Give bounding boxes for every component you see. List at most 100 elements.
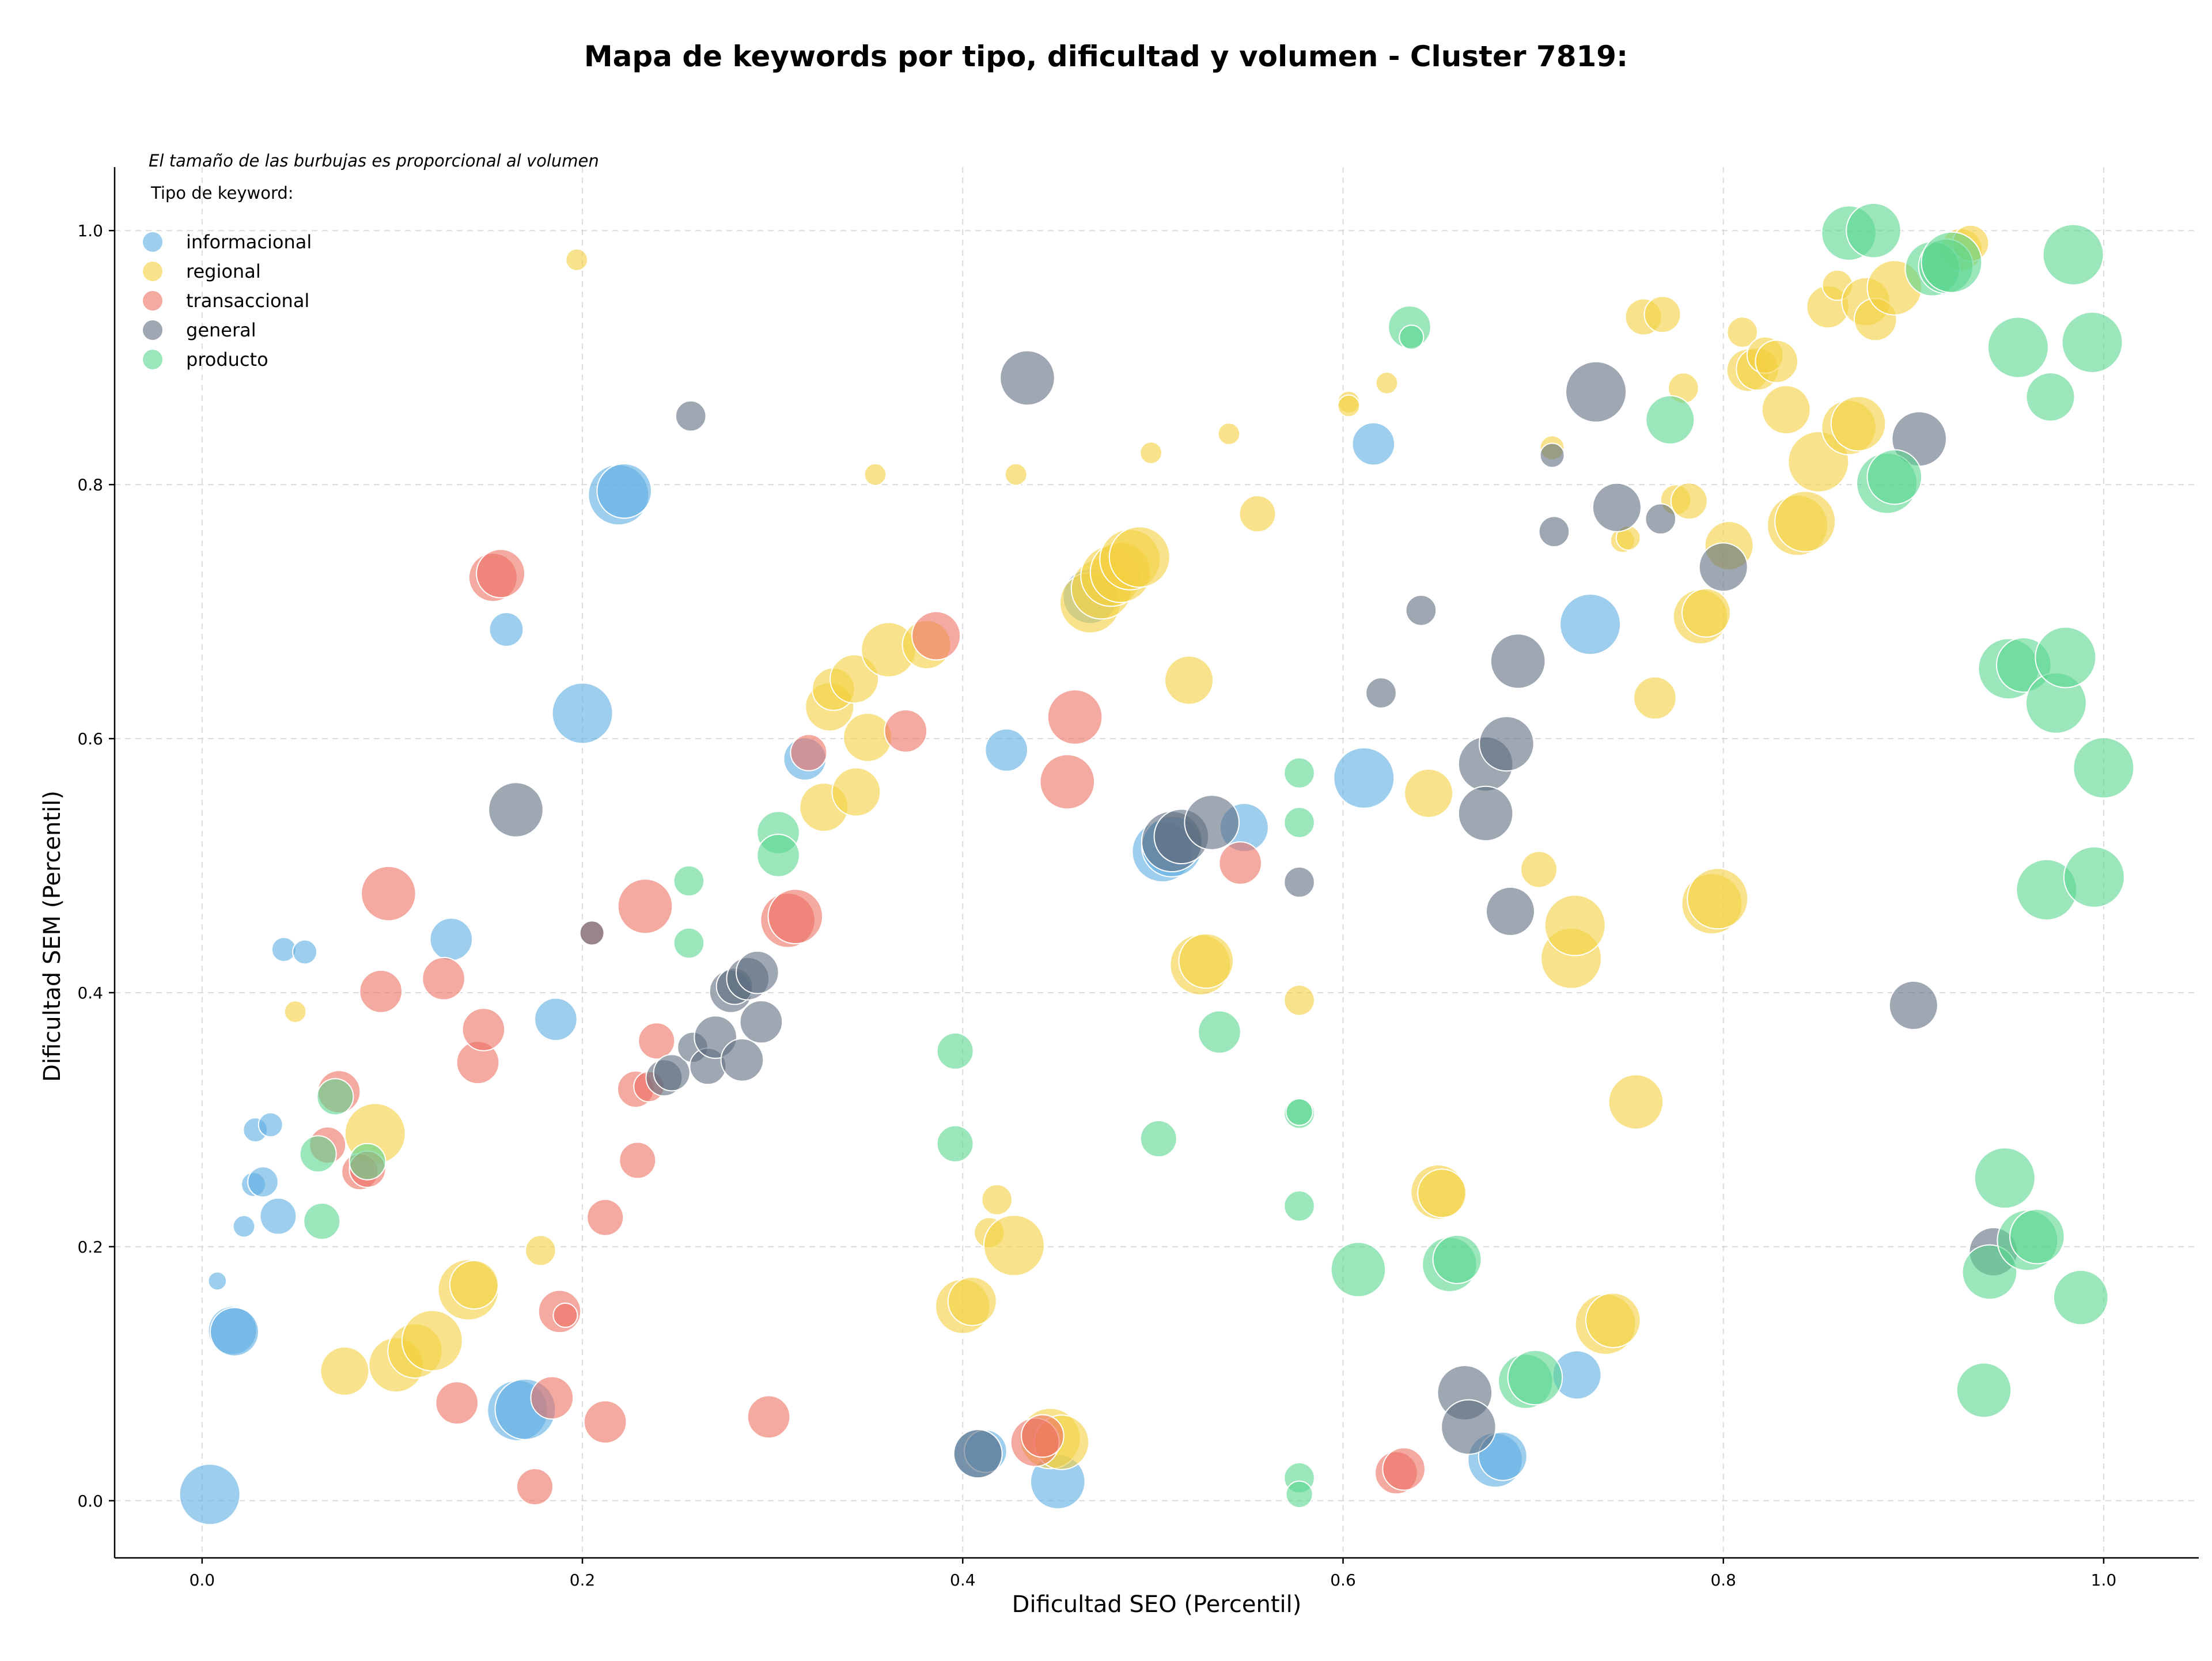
bubble-regional xyxy=(565,248,589,271)
bubble-producto xyxy=(2025,372,2075,422)
y-tick-label: 0.2 xyxy=(77,1238,103,1257)
bubble-transaccional xyxy=(619,1141,657,1179)
bubble-transaccional xyxy=(476,548,526,599)
bubble-regional xyxy=(1544,894,1606,956)
bubble-transaccional xyxy=(361,865,416,922)
bubble-regional xyxy=(449,1260,499,1310)
bubble-regional xyxy=(1726,316,1758,348)
legend-marker xyxy=(143,291,162,311)
legend-marker xyxy=(143,350,162,369)
series-producto xyxy=(299,202,2135,1508)
bubble-informacional xyxy=(551,682,613,744)
bubble-regional xyxy=(1830,396,1887,452)
bubble-producto xyxy=(2042,224,2104,286)
bubble-producto xyxy=(673,865,705,897)
x-tick-label: 0.8 xyxy=(1710,1571,1736,1590)
bubble-producto xyxy=(1866,449,1923,505)
legend-marker xyxy=(143,232,162,252)
bubble-producto xyxy=(936,1125,974,1163)
bubble-transaccional xyxy=(1039,754,1096,810)
bubble-regional xyxy=(1217,422,1241,445)
bubble-regional xyxy=(1375,371,1399,395)
bubble-producto xyxy=(1507,1349,1563,1406)
bubble-producto xyxy=(2009,1208,2065,1265)
legend-item-producto: producto xyxy=(143,349,268,370)
bubble-regional xyxy=(1643,296,1681,334)
bubble-informacional xyxy=(292,939,318,965)
bubble-regional xyxy=(863,463,887,486)
bubble-general xyxy=(1490,633,1546,689)
bubble-general xyxy=(1539,442,1565,468)
bubble-transaccional xyxy=(790,733,828,771)
bubble-producto xyxy=(1956,1362,2012,1418)
bubble-regional xyxy=(843,712,893,762)
legend-title: Tipo de keyword: xyxy=(150,183,294,203)
series-transaccional xyxy=(309,548,1426,1505)
bubble-general xyxy=(579,920,605,946)
bubble-informacional xyxy=(488,612,524,647)
y-tick-label: 0.0 xyxy=(77,1492,103,1511)
bubble-general xyxy=(1645,503,1677,535)
bubble-regional xyxy=(320,1346,370,1396)
bubble-transaccional xyxy=(516,1468,554,1505)
bubble-producto xyxy=(2073,737,2135,799)
bubble-transaccional xyxy=(1021,1414,1065,1458)
bubble-regional xyxy=(1417,1168,1467,1219)
bubble-producto xyxy=(1285,1098,1313,1126)
bubble-producto xyxy=(1846,202,1902,259)
bubble-general xyxy=(653,1054,691,1092)
legend-label: transaccional xyxy=(186,290,309,312)
x-tick-label: 0.2 xyxy=(570,1571,596,1590)
bubble-producto xyxy=(1285,1480,1313,1508)
bubble-transaccional xyxy=(1047,689,1103,745)
bubble-informacional xyxy=(596,463,652,519)
bubble-regional xyxy=(1774,490,1836,553)
bubble-producto xyxy=(2063,846,2125,908)
bubble-regional xyxy=(830,654,880,704)
bubble-regional xyxy=(983,1214,1045,1277)
x-tick-label: 1.0 xyxy=(2091,1571,2117,1590)
bubble-producto xyxy=(1283,757,1315,789)
bubble-producto xyxy=(673,927,705,959)
y-tick-label: 0.4 xyxy=(77,983,103,1002)
bubble-regional xyxy=(1283,984,1315,1016)
bubble-general xyxy=(1405,595,1437,626)
bubble-general xyxy=(999,350,1055,406)
bubble-informacional xyxy=(271,937,297,962)
bubble-producto xyxy=(1139,1120,1177,1157)
y-tick-label: 1.0 xyxy=(77,221,103,240)
bubble-regional xyxy=(283,1000,307,1023)
bubble-regional xyxy=(1670,482,1708,520)
legend: informacional regional transaccional genera… xyxy=(143,231,312,370)
legend-item-general: general xyxy=(143,319,256,341)
bubble-regional xyxy=(1108,526,1171,588)
bubble-transaccional xyxy=(767,888,824,944)
bubble-transaccional xyxy=(1382,1447,1426,1491)
bubble-transaccional xyxy=(359,970,403,1013)
bubble-regional xyxy=(1585,1292,1641,1348)
bubble-general xyxy=(1565,361,1627,423)
bubble-general xyxy=(1698,542,1748,592)
bubble-regional xyxy=(1761,385,1811,435)
bubble-producto xyxy=(2061,311,2123,373)
bubble-general xyxy=(739,1000,783,1044)
legend-label: informacional xyxy=(186,231,312,253)
x-tick-label: 0.6 xyxy=(1330,1571,1356,1590)
bubble-informacional xyxy=(429,917,474,962)
series-regional xyxy=(283,224,1990,1470)
bubble-general xyxy=(1486,886,1535,936)
bubble-producto xyxy=(316,1078,354,1116)
bubble-producto xyxy=(1432,1234,1482,1284)
bubble-regional xyxy=(1337,394,1361,418)
bubble-producto xyxy=(2035,626,2097,688)
bubble-transaccional xyxy=(461,1008,506,1051)
legend-marker xyxy=(143,320,162,340)
legend-label: general xyxy=(186,319,256,341)
bubble-producto xyxy=(299,1135,337,1173)
y-tick-label: 0.8 xyxy=(77,475,103,494)
bubble-producto xyxy=(1198,1010,1241,1054)
bubble-transaccional xyxy=(530,1376,574,1420)
x-tick-label: 0.4 xyxy=(950,1571,976,1590)
bubble-informacional xyxy=(1559,593,1622,656)
